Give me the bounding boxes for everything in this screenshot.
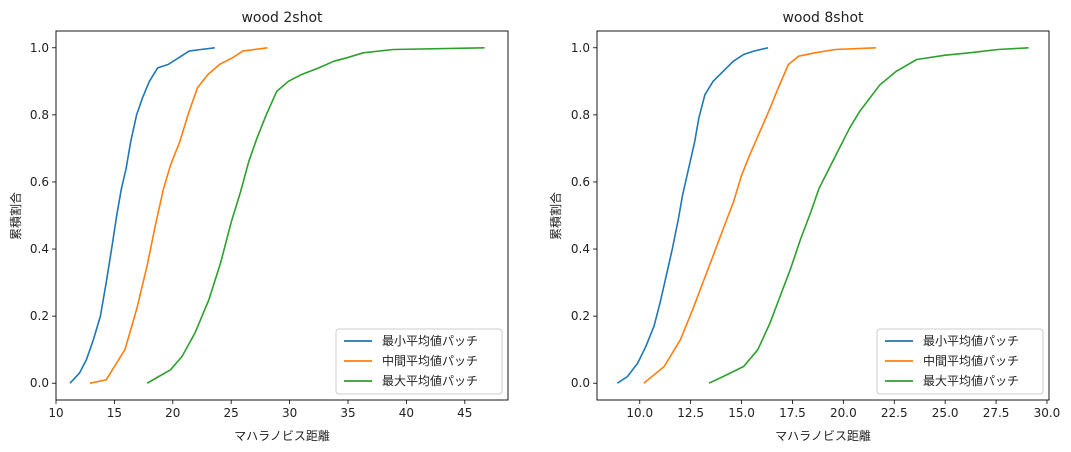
y-axis-label: 累積割合 — [8, 192, 23, 240]
legend-box — [335, 328, 503, 395]
x-tick-label: 30.0 — [1034, 406, 1061, 420]
y-tick-label: 0.8 — [571, 108, 590, 122]
chart-title: wood 2shot — [241, 10, 323, 26]
y-tick-label: 0.0 — [571, 376, 590, 390]
legend-label: 最小平均値パッチ — [923, 333, 1019, 348]
subplot-wood-8shot: wood 8shot マハラノビス距離 累積割合 10.0 12.5 15.0 17.… — [548, 10, 1060, 443]
x-tick-label: 20.0 — [830, 406, 857, 420]
y-tick-label: 0.2 — [30, 309, 49, 323]
legend-box — [876, 328, 1044, 395]
chart-title: wood 8shot — [782, 10, 864, 26]
series-line — [69, 47, 215, 384]
plot-frame — [55, 30, 509, 401]
legend-label: 最大平均値パッチ — [923, 373, 1019, 388]
y-tick-label: 0.0 — [30, 376, 49, 390]
y-axis-label: 累積割合 — [548, 192, 563, 240]
x-tick-label: 40 — [399, 406, 414, 420]
x-tick-label: 45 — [457, 406, 472, 420]
x-tick-label: 17.5 — [779, 406, 806, 420]
y-tick-label: 0.2 — [571, 309, 590, 323]
x-axis-label: マハラノビス距離 — [234, 429, 330, 443]
y-tick-label: 0.4 — [571, 242, 590, 256]
x-axis-label: マハラノビス距離 — [775, 429, 871, 443]
series-line — [643, 47, 876, 384]
subplot-wood-2shot: wood 2shot マハラノビス距離 累積割合 10 15 20 25 30 35 40 4… — [8, 10, 509, 443]
x-tick-label: 25.0 — [932, 406, 959, 420]
y-tick-label: 0.6 — [571, 175, 590, 189]
x-tick-label: 27.5 — [983, 406, 1010, 420]
y-tick-label: 0.4 — [30, 242, 49, 256]
x-tick-label: 12.5 — [677, 406, 704, 420]
legend-label: 中間平均値パッチ — [382, 353, 478, 368]
x-tick-label: 25 — [224, 406, 239, 420]
x-tick-label: 10 — [48, 406, 63, 420]
series-line — [89, 47, 268, 384]
x-tick-label: 22.5 — [881, 406, 908, 420]
plot-frame — [596, 30, 1050, 401]
y-tick-label: 0.6 — [30, 175, 49, 189]
legend-label: 中間平均値パッチ — [923, 353, 1019, 368]
legend-label: 最大平均値パッチ — [382, 373, 478, 388]
x-tick-label: 15.0 — [728, 406, 755, 420]
series-line — [708, 47, 1029, 384]
x-tick-label: 30 — [282, 406, 297, 420]
y-tick-label: 1.0 — [30, 41, 49, 55]
series-line — [616, 47, 769, 384]
legend-label: 最小平均値パッチ — [382, 333, 478, 348]
y-tick-label: 0.8 — [30, 108, 49, 122]
x-tick-label: 10.0 — [626, 406, 653, 420]
series-line — [146, 47, 485, 384]
y-tick-label: 1.0 — [571, 41, 590, 55]
x-tick-label: 35 — [340, 406, 355, 420]
x-tick-label: 15 — [107, 406, 122, 420]
x-tick-label: 20 — [165, 406, 180, 420]
